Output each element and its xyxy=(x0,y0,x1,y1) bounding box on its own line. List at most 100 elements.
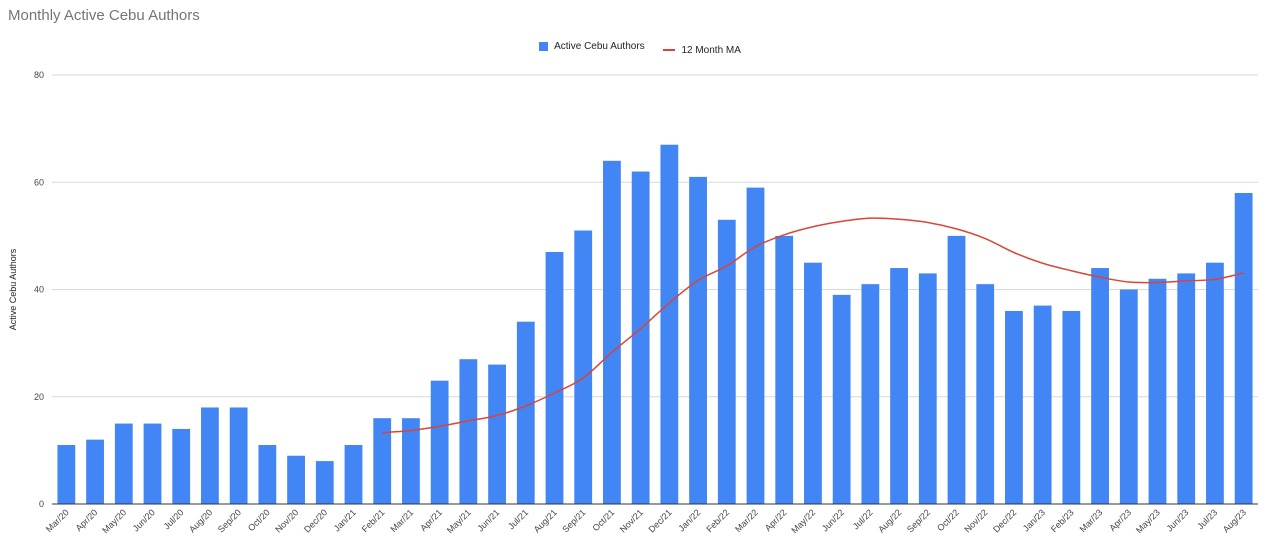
y-tick-label: 80 xyxy=(34,70,44,80)
bar xyxy=(229,407,248,504)
y-tick-label: 40 xyxy=(34,285,44,295)
legend-item-bars[interactable]: Active Cebu Authors xyxy=(539,41,645,52)
bar xyxy=(832,294,851,504)
x-tick-label: Jan/22 xyxy=(676,507,702,533)
x-tick-label: Mar/23 xyxy=(1078,507,1105,534)
bar xyxy=(918,273,937,504)
x-tick-label: Dec/22 xyxy=(991,507,1018,534)
bar xyxy=(574,230,593,504)
x-tick-label: Jul/23 xyxy=(1195,507,1219,531)
x-tick-label: Mar/21 xyxy=(388,507,415,534)
bar xyxy=(1177,273,1196,504)
x-tick-label: Jan/21 xyxy=(332,507,358,533)
bar xyxy=(1091,268,1109,504)
bar-series xyxy=(57,144,1253,505)
x-tick-label: Mar/20 xyxy=(44,507,71,534)
x-tick-label: Dec/21 xyxy=(647,507,674,534)
legend-label-bars: Active Cebu Authors xyxy=(554,41,645,52)
bar xyxy=(603,160,621,505)
x-tick-label: Nov/22 xyxy=(962,507,989,534)
bar xyxy=(258,445,277,504)
x-tick-label: May/21 xyxy=(445,507,473,535)
bar xyxy=(201,407,219,504)
x-tick-label: May/20 xyxy=(100,507,128,535)
y-axis-title: Active Cebu Authors xyxy=(8,248,18,330)
bar xyxy=(947,235,966,504)
ma-line xyxy=(382,217,1244,434)
bar xyxy=(1234,192,1253,504)
bar xyxy=(516,321,535,504)
x-tick-label: Aug/21 xyxy=(532,507,559,534)
x-tick-label: Apr/21 xyxy=(418,507,444,533)
bar xyxy=(1119,289,1138,504)
x-tick-label: Aug/22 xyxy=(876,507,903,534)
x-tick-label: Oct/21 xyxy=(591,507,617,533)
bar xyxy=(1206,262,1224,504)
bar xyxy=(660,144,679,504)
bar xyxy=(631,171,650,504)
x-tick-label: Apr/22 xyxy=(763,507,789,533)
x-tick-label: Nov/20 xyxy=(273,507,300,534)
x-tick-label: Jun/23 xyxy=(1164,507,1190,533)
x-tick-label: Dec/20 xyxy=(302,507,329,534)
bar xyxy=(373,418,392,504)
x-tick-label: Sep/21 xyxy=(560,507,587,534)
bar xyxy=(861,284,880,504)
x-tick-label: Jun/21 xyxy=(475,507,501,533)
x-tick-label: Jul/20 xyxy=(162,507,186,531)
bar xyxy=(430,380,449,504)
x-tick-label: Oct/22 xyxy=(935,507,961,533)
bar xyxy=(1148,278,1167,504)
legend-label-ma: 12 Month MA xyxy=(681,44,741,56)
bar xyxy=(804,262,822,504)
bar xyxy=(976,284,995,504)
bar xyxy=(1033,305,1052,504)
gridlines xyxy=(52,74,1258,398)
x-tick-label: Apr/20 xyxy=(74,507,100,533)
y-tick-label: 20 xyxy=(34,392,44,402)
bar xyxy=(746,187,765,505)
x-tick-label: Aug/20 xyxy=(187,507,214,534)
bar xyxy=(1062,310,1081,504)
bar xyxy=(287,455,305,504)
legend-bar-swatch xyxy=(539,42,549,51)
bar xyxy=(775,235,794,504)
bar xyxy=(689,176,707,504)
x-tick-label: Sep/22 xyxy=(905,507,932,534)
y-tick-label: 60 xyxy=(34,177,44,187)
bar xyxy=(459,359,478,504)
bar xyxy=(488,364,506,504)
bar xyxy=(86,439,104,504)
x-tick-label: Feb/22 xyxy=(704,507,731,534)
bar xyxy=(717,219,736,504)
x-tick-label: Apr/23 xyxy=(1107,507,1133,533)
x-tick-label: Jul/21 xyxy=(506,507,530,531)
bar xyxy=(315,461,334,504)
x-tick-label: May/23 xyxy=(1134,507,1162,535)
bar xyxy=(344,445,363,504)
bar xyxy=(545,251,564,504)
bar xyxy=(114,423,133,504)
bar xyxy=(890,268,908,504)
bar xyxy=(172,428,191,504)
chart-title: Monthly Active Cebu Authors xyxy=(8,7,200,24)
x-tick-label: Jan/23 xyxy=(1021,507,1047,533)
bar xyxy=(143,423,162,504)
bar xyxy=(402,418,420,504)
legend-item-ma[interactable]: 12 Month MA xyxy=(663,44,741,56)
x-tick-label: Nov/21 xyxy=(618,507,645,534)
legend-line-swatch xyxy=(663,49,676,51)
x-tick-label: May/22 xyxy=(789,507,817,535)
x-tick-label: Jul/22 xyxy=(851,507,875,531)
x-tick-label: Feb/21 xyxy=(360,507,387,534)
x-tick-label: Oct/20 xyxy=(246,507,272,533)
legend: Active Cebu Authors 12 Month MA xyxy=(0,41,1280,56)
bar xyxy=(57,445,76,504)
bar xyxy=(1005,310,1023,504)
y-tick-label: 0 xyxy=(39,499,44,509)
ma-line-series xyxy=(382,217,1244,434)
x-tick-label: Jun/22 xyxy=(820,507,846,533)
x-tick-label: Aug/23 xyxy=(1221,507,1248,534)
x-tick-label: Jun/20 xyxy=(131,507,157,533)
